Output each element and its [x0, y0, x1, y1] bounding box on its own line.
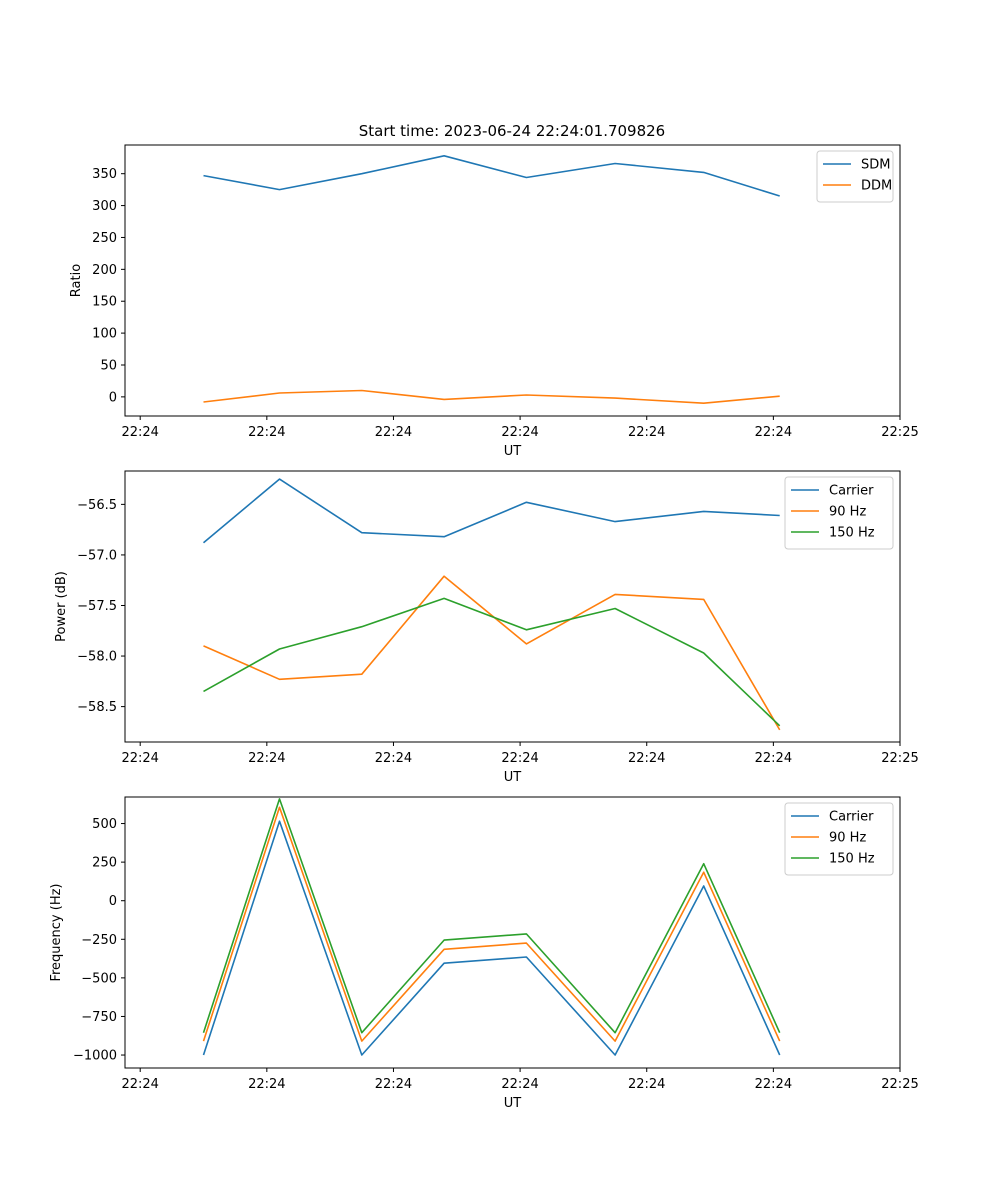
ratio-y-tick-label: 250: [92, 231, 117, 246]
ratio-x-tick-label: 22:24: [501, 425, 538, 440]
power-series-carrier-line: [202, 478, 780, 544]
frequency-y-tick-label: 500: [92, 817, 117, 832]
frequency-legend: [784, 802, 894, 876]
power-legend-label-carrier: Carrier: [829, 484, 874, 499]
ratio-legend-label-ddm: DDM: [861, 179, 892, 194]
ratio-y-tick-label: 50: [100, 358, 117, 373]
frequency-y-tick-label: −1000: [73, 1049, 117, 1064]
frequency-x-tick-label: 22:24: [755, 1077, 792, 1092]
ratio-x-tick-label: 22:24: [755, 425, 792, 440]
power-y-axis-label: Power (dB): [54, 571, 69, 642]
frequency-x-tick-label: 22:25: [881, 1077, 918, 1092]
ratio-y-tick-label: 100: [92, 327, 117, 342]
frequency-axes-frame: [124, 796, 901, 1069]
frequency-legend-label-carrier: Carrier: [829, 810, 874, 825]
power-series-150-hz-line: [203, 597, 781, 727]
power-y-tick-label: −57.5: [77, 599, 117, 614]
ratio-y-tick-label: 200: [92, 263, 117, 278]
power-panel: 22:24 22:24 22:24 22:24 22:24 22:24 22:25 −58.5…: [54, 470, 919, 785]
ratio-series-sdm-line: [203, 155, 780, 197]
frequency-x-tick-label: 22:24: [628, 1077, 665, 1092]
power-x-tick-label: 22:24: [755, 751, 792, 766]
frequency-y-tick-label: −500: [81, 971, 117, 986]
frequency-series-carrier-line: [202, 820, 781, 1056]
frequency-y-tick-label: −750: [81, 1010, 117, 1025]
power-legend-label-90-hz: 90 Hz: [829, 505, 866, 520]
ratio-x-tick-label: 22:24: [375, 425, 412, 440]
frequency-panel: 22:24 22:24 22:24 22:24 22:24 22:24 22:25 −1000…: [49, 796, 919, 1111]
frequency-x-tick-label: 22:24: [121, 1077, 158, 1092]
ratio-legend-label-sdm: SDM: [861, 158, 890, 173]
frequency-y-tick-label: 250: [92, 856, 117, 871]
power-series-90-hz-line: [203, 575, 781, 731]
power-x-axis-label: UT: [504, 770, 522, 785]
frequency-legend-label-90-hz: 90 Hz: [829, 831, 866, 846]
power-x-tick-label: 22:24: [121, 751, 158, 766]
frequency-x-tick-label: 22:24: [248, 1077, 285, 1092]
frequency-series-90-hz-line: [202, 806, 781, 1042]
ratio-y-tick-label: 300: [92, 199, 117, 214]
power-legend-label-150-hz: 150 Hz: [829, 526, 875, 541]
power-x-tick-label: 22:24: [628, 751, 665, 766]
frequency-series-150-hz-line: [202, 798, 781, 1034]
ratio-y-tick-label: 0: [109, 390, 117, 405]
power-x-tick-label: 22:25: [881, 751, 918, 766]
frequency-y-tick-label: 0: [109, 894, 117, 909]
power-y-tick-label: −57.0: [77, 548, 117, 563]
power-legend: [784, 476, 894, 550]
frequency-legend-label-150-hz: 150 Hz: [829, 852, 875, 867]
power-x-tick-label: 22:24: [375, 751, 412, 766]
frequency-x-tick-label: 22:24: [375, 1077, 412, 1092]
ratio-x-tick-label: 22:24: [248, 425, 285, 440]
power-x-tick-label: 22:24: [501, 751, 538, 766]
frequency-x-tick-label: 22:24: [501, 1077, 538, 1092]
ratio-axes-frame: [124, 144, 901, 417]
ratio-y-tick-label: 150: [92, 295, 117, 310]
ratio-y-tick-label: 350: [92, 167, 117, 182]
ratio-series-ddm-line: [203, 389, 780, 405]
ratio-x-tick-label: 22:24: [121, 425, 158, 440]
power-axes-frame: [124, 470, 901, 743]
ratio-y-axis-label: Ratio: [69, 264, 84, 297]
ratio-x-tick-label: 22:24: [628, 425, 665, 440]
frequency-x-axis-label: UT: [504, 1096, 522, 1111]
power-y-tick-label: −58.0: [77, 650, 117, 665]
ratio-panel: 22:24 22:24 22:24 22:24 22:24 22:24 22:25 0 50 10…: [69, 144, 919, 459]
power-y-tick-label: −58.5: [77, 700, 117, 715]
frequency-y-axis-label: Frequency (Hz): [49, 883, 64, 981]
ratio-x-tick-label: 22:25: [881, 425, 918, 440]
chart-title: Start time: 2023-06-24 22:24:01.709826: [359, 122, 665, 140]
power-y-tick-label: −56.5: [77, 498, 117, 513]
frequency-y-tick-label: −250: [81, 933, 117, 948]
ratio-x-axis-label: UT: [504, 444, 522, 459]
power-x-tick-label: 22:24: [248, 751, 285, 766]
